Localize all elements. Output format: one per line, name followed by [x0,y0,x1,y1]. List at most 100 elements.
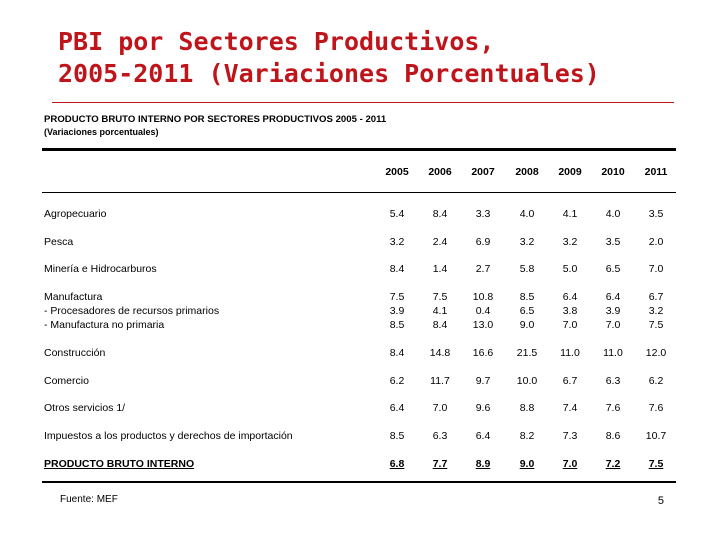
table-cell: 13.0 [472,319,494,331]
table-cell: 11.7 [430,375,450,387]
table-cell: 4.0 [605,208,621,220]
table-bottom-rule [42,481,676,483]
table-cell: 6.2 [648,375,664,387]
table-cell: 9.0 [519,319,535,331]
year-header: 2006 [428,166,452,178]
table-cell: 9.6 [475,402,491,414]
table-cell: 10.0 [516,375,538,387]
slide-title-line-1: PBI por Sectores Productivos, [58,27,495,56]
table-cell: 3.9 [605,305,621,317]
table-cell: 7.5 [389,291,405,303]
table-cell: 3.9 [389,305,405,317]
slide-title: PBI por Sectores Productivos, 2005-2011 … [58,26,698,90]
row-label: PRODUCTO BRUTO INTERNO [44,458,195,470]
table-cell: 3.5 [648,208,664,220]
table-cell: 6.5 [519,305,535,317]
table-cell: 6.3 [432,430,448,442]
table-cell: 0.4 [475,305,491,317]
table-cell: 8.4 [432,208,448,220]
row-label: - Procesadores de recursos primarios [44,305,220,317]
table-cell: 5.8 [519,263,535,275]
table-cell: 7.0 [605,319,621,331]
table-cell: 7.4 [562,402,578,414]
table-cell: 4.0 [519,208,535,220]
table-cell: 11.0 [603,347,623,359]
row-label: Comercio [44,375,89,387]
table-cell: 4.1 [562,208,578,220]
table-cell: 8.9 [475,458,491,470]
table-cell: 7.5 [432,291,448,303]
table-cell: 8.5 [389,430,405,442]
year-header: 2007 [471,166,495,178]
table-cell: 6.3 [605,375,621,387]
table-cell: 8.5 [519,291,535,303]
table-cell: 9.0 [519,458,535,470]
table-subheading: (Variaciones porcentuales) [44,127,159,137]
row-label: - Manufactura no primaria [44,319,165,331]
table-cell: 3.2 [648,305,664,317]
table-cell: 1.4 [432,263,448,275]
table-cell: 7.7 [432,458,448,470]
table-cell: 3.2 [562,236,578,248]
source-note: Fuente: MEF [60,494,118,505]
row-label: Otros servicios 1/ [44,402,126,414]
year-header: 2011 [644,166,668,178]
slide-title-line-2: 2005-2011 (Variaciones Porcentuales) [58,59,600,88]
table-cell: 2.7 [475,263,491,275]
table-cell: 7.5 [648,319,664,331]
table-cell: 5.4 [389,208,405,220]
table-cell: 8.5 [389,319,405,331]
table-cell: 6.4 [389,402,405,414]
table-cell: 8.8 [519,402,535,414]
year-header: 2009 [558,166,582,178]
table-cell: 3.3 [475,208,491,220]
table-cell: 7.3 [562,430,578,442]
table-top-rule [42,148,676,151]
table-cell: 7.6 [605,402,621,414]
table-cell: 11.0 [560,347,580,359]
table-cell: 6.4 [605,291,621,303]
row-label: Construcción [44,347,106,359]
table-cell: 6.7 [562,375,578,387]
year-header: 2010 [601,166,625,178]
title-divider [52,102,674,103]
year-header: 2005 [385,166,409,178]
table-heading: PRODUCTO BRUTO INTERNO POR SECTORES PROD… [44,114,387,125]
row-label: Minería e Hidrocarburos [44,263,157,275]
table-cell: 7.0 [432,402,448,414]
table-cell: 7.0 [562,458,578,470]
table-cell: 7.6 [648,402,664,414]
table-cell: 7.5 [648,458,664,470]
table-cell: 16.6 [472,347,494,359]
table-cell: 7.0 [562,319,578,331]
year-header: 2008 [515,166,539,178]
page-number: 5 [657,495,664,507]
table-cell: 7.2 [605,458,621,470]
table-cell: 3.5 [605,236,621,248]
table-header-rule [42,192,676,193]
table-cell: 12.0 [645,347,667,359]
table-cell: 6.9 [475,236,491,248]
table-cell: 8.4 [389,347,405,359]
table-cell: 21.5 [516,347,538,359]
table-cell: 6.7 [648,291,664,303]
table-cell: 2.4 [432,236,448,248]
table-cell: 8.4 [389,263,405,275]
table-cell: 6.2 [389,375,405,387]
table-cell: 8.6 [605,430,621,442]
table-cell: 14.8 [429,347,451,359]
table-cell: 10.7 [645,430,667,442]
table-cell: 6.5 [605,263,621,275]
row-label: Agropecuario [44,208,107,220]
row-label: Impuestos a los productos y derechos de … [44,430,293,442]
table-cell: 3.2 [389,236,405,248]
table-cell: 5.0 [562,263,578,275]
table-cell: 6.4 [562,291,578,303]
table-cell: 10.8 [472,291,494,303]
table-cell: 4.1 [432,305,448,317]
table-cell: 8.4 [432,319,448,331]
table-cell: 2.0 [648,236,664,248]
table-cell: 6.8 [389,458,405,470]
table-cell: 8.2 [519,430,535,442]
table-cell: 9.7 [475,375,491,387]
